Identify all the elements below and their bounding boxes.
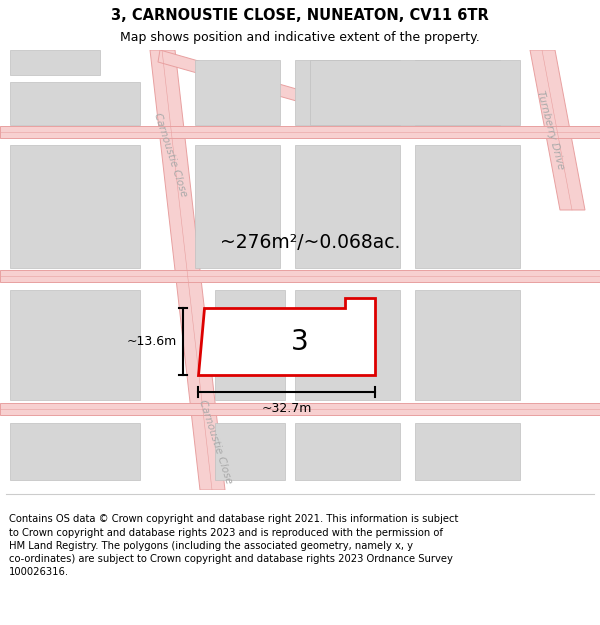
Polygon shape: [195, 60, 280, 125]
Text: ~13.6m: ~13.6m: [127, 335, 177, 348]
Polygon shape: [0, 270, 600, 282]
Polygon shape: [158, 50, 300, 102]
Polygon shape: [295, 290, 400, 400]
Text: Carnoustie Close: Carnoustie Close: [152, 112, 188, 198]
Polygon shape: [10, 50, 100, 75]
Polygon shape: [295, 60, 400, 125]
Text: ~32.7m: ~32.7m: [262, 402, 311, 415]
Polygon shape: [415, 145, 520, 268]
Polygon shape: [215, 290, 285, 400]
Polygon shape: [0, 126, 600, 138]
Polygon shape: [10, 145, 140, 268]
Polygon shape: [530, 50, 585, 210]
Polygon shape: [215, 423, 285, 480]
Text: 3, CARNOUSTIE CLOSE, NUNEATON, CV11 6TR: 3, CARNOUSTIE CLOSE, NUNEATON, CV11 6TR: [111, 8, 489, 22]
Text: Map shows position and indicative extent of the property.: Map shows position and indicative extent…: [120, 31, 480, 44]
Text: Contains OS data © Crown copyright and database right 2021. This information is : Contains OS data © Crown copyright and d…: [9, 514, 458, 577]
Polygon shape: [10, 290, 140, 400]
Polygon shape: [150, 50, 225, 490]
Polygon shape: [415, 290, 520, 400]
Polygon shape: [415, 60, 500, 125]
Polygon shape: [310, 60, 520, 125]
Polygon shape: [295, 145, 400, 268]
Polygon shape: [195, 145, 280, 268]
Polygon shape: [198, 298, 375, 375]
Text: Carnoustie Close: Carnoustie Close: [197, 399, 233, 485]
Polygon shape: [10, 82, 140, 125]
Text: ~276m²/~0.068ac.: ~276m²/~0.068ac.: [220, 232, 400, 251]
Polygon shape: [415, 423, 520, 480]
Text: 3: 3: [290, 328, 308, 356]
Polygon shape: [0, 403, 600, 415]
Polygon shape: [295, 423, 400, 480]
Text: Turnberry Drive: Turnberry Drive: [535, 89, 565, 171]
Polygon shape: [10, 423, 140, 480]
